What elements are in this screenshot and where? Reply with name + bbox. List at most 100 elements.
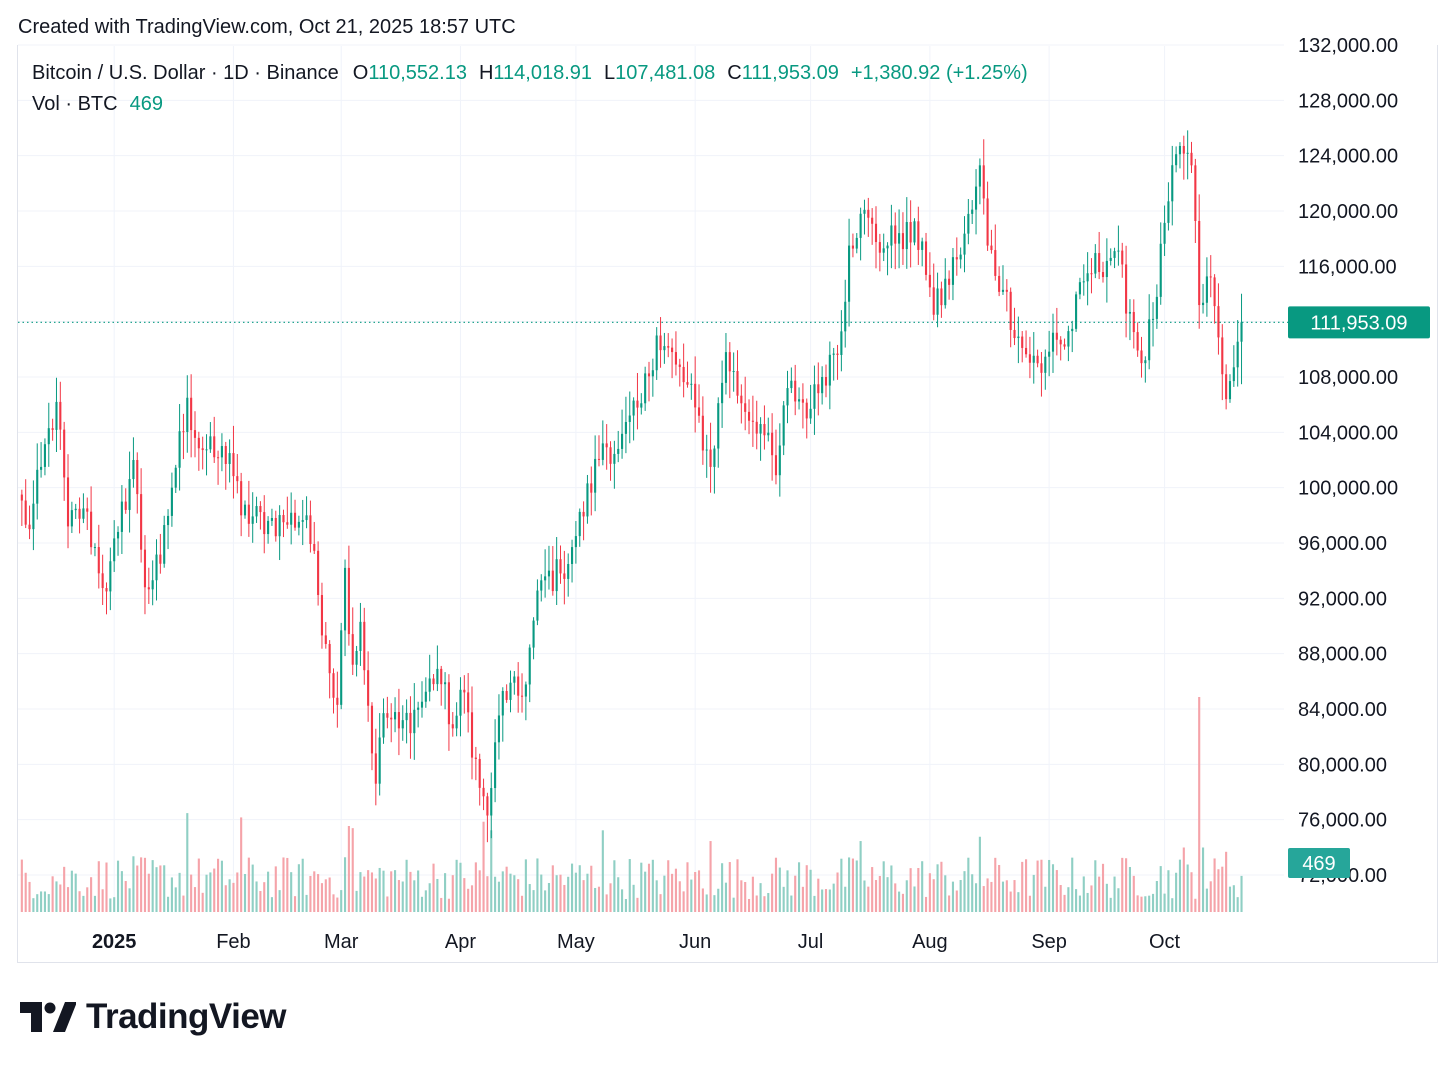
volume-bar xyxy=(701,888,704,912)
x-tick-label: Jun xyxy=(679,931,711,953)
volume-bar xyxy=(378,867,381,912)
candle-body xyxy=(267,520,270,535)
volume-bar xyxy=(898,891,901,912)
volume-bar xyxy=(93,895,97,912)
high-key: H xyxy=(478,62,494,84)
volume-bar xyxy=(428,883,431,912)
volume-bar xyxy=(694,872,697,912)
candle-body xyxy=(955,257,958,260)
candle-body xyxy=(209,436,212,450)
tradingview-logo[interactable]: TradingView xyxy=(20,996,287,1038)
candle-body xyxy=(343,567,347,631)
candle-body xyxy=(55,401,58,430)
volume-bar xyxy=(901,893,904,912)
y-tick-label: 84,000.00 xyxy=(1298,699,1387,721)
volume-bar xyxy=(390,871,393,912)
candle-body xyxy=(940,288,943,306)
candle-body xyxy=(901,233,904,250)
candle-body xyxy=(367,670,370,706)
volume-bar xyxy=(1086,892,1089,912)
volume-bar xyxy=(1032,874,1035,912)
volume-bar xyxy=(1125,858,1128,912)
volume-bar xyxy=(1059,885,1062,912)
candle-body xyxy=(243,504,247,516)
volume-bar xyxy=(209,872,212,912)
candle-body xyxy=(832,353,835,355)
volume-bar xyxy=(1101,863,1105,912)
volume-bar xyxy=(682,891,685,912)
volume-bar xyxy=(501,871,504,912)
volume-bar xyxy=(551,865,554,912)
volume-bar xyxy=(320,883,324,912)
volume-bar xyxy=(848,857,851,912)
volume-bar xyxy=(255,881,258,912)
volume-bar xyxy=(517,879,520,912)
volume-bar xyxy=(971,874,974,912)
volume-bar xyxy=(140,857,143,912)
y-tick-label: 132,000.00 xyxy=(1298,35,1398,57)
candle-body xyxy=(113,538,116,562)
candle-body xyxy=(1221,337,1224,375)
x-tick-label: Oct xyxy=(1149,931,1181,953)
volume-bar xyxy=(586,873,589,912)
x-tick-label: 2025 xyxy=(92,931,137,953)
volume-bar xyxy=(1201,847,1205,912)
candle-body xyxy=(1136,332,1139,351)
volume-bar xyxy=(809,869,812,912)
volume-bar xyxy=(1121,857,1124,912)
volume-bar xyxy=(940,861,943,912)
volume-bar xyxy=(632,884,635,912)
candle-body xyxy=(794,380,797,402)
candle-body xyxy=(386,713,389,718)
volume-bar xyxy=(724,882,728,912)
candle-body xyxy=(444,682,447,685)
volume-bar xyxy=(297,864,300,912)
y-tick-label: 116,000.00 xyxy=(1298,256,1397,278)
volume-bar xyxy=(909,868,912,912)
volume-bar xyxy=(948,895,951,912)
volume-bar xyxy=(740,880,743,912)
candle-body xyxy=(82,508,85,519)
candle-body xyxy=(309,515,312,545)
tradingview-logo-icon xyxy=(20,1002,76,1032)
volume-bar xyxy=(367,870,370,912)
volume-bar xyxy=(51,876,54,912)
candle-body xyxy=(293,512,297,528)
volume-bar xyxy=(928,873,931,912)
volume-bar xyxy=(124,881,127,912)
candle-body xyxy=(763,424,766,436)
volume-bar xyxy=(844,886,847,912)
candle-body xyxy=(136,460,139,495)
volume-bar xyxy=(128,888,131,912)
volume-bar xyxy=(736,859,739,912)
candle-body xyxy=(586,483,589,517)
volume-label[interactable]: Vol · BTC xyxy=(32,93,118,115)
candle-body xyxy=(424,691,427,702)
candle-body xyxy=(213,436,216,458)
volume-value: 469 xyxy=(129,93,163,115)
volume-bar xyxy=(1163,893,1166,912)
volume-bar xyxy=(293,896,297,912)
volume-bar xyxy=(728,862,731,912)
volume-bar xyxy=(386,896,389,912)
volume-bar xyxy=(78,891,81,912)
candle-body xyxy=(990,245,993,251)
symbol-title[interactable]: Bitcoin / U.S. Dollar · 1D · Binance xyxy=(32,62,339,84)
candle-body xyxy=(1090,273,1093,275)
candle-body xyxy=(1125,264,1128,314)
y-tick-label: 104,000.00 xyxy=(1298,422,1398,444)
volume-bar xyxy=(490,830,493,912)
volume-bar xyxy=(982,886,985,912)
candle-body xyxy=(1078,282,1081,295)
volume-bar xyxy=(570,863,574,912)
y-tick-label: 128,000.00 xyxy=(1298,90,1398,112)
volume-bar xyxy=(594,887,597,912)
volume-bar xyxy=(990,881,993,912)
volume-bar xyxy=(278,890,281,912)
candle-body xyxy=(467,692,470,713)
open-key: O xyxy=(352,62,369,84)
candle-body xyxy=(93,547,97,549)
volume-bar xyxy=(801,886,804,912)
y-tick-label: 92,000.00 xyxy=(1298,588,1387,610)
